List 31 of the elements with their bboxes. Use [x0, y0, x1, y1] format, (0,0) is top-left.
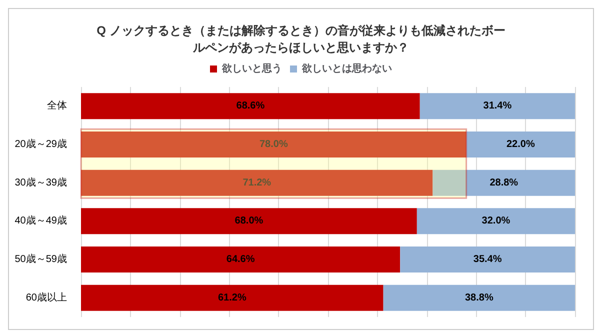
y-tick-label: 30歳～39歳	[14, 176, 67, 188]
bar	[400, 246, 575, 272]
data-label: 35.4%	[473, 254, 502, 265]
data-label: 71.2%	[242, 177, 272, 188]
bar	[466, 132, 575, 158]
bar	[81, 246, 400, 272]
bar	[420, 93, 575, 120]
data-label: 78.0%	[259, 139, 288, 150]
y-tick-label: 20歳～29歳	[14, 138, 67, 150]
data-label: 32.0%	[482, 216, 510, 227]
bar	[416, 208, 575, 234]
data-label: 68.6%	[236, 100, 265, 112]
legend-label: 欲しいと思う	[221, 62, 282, 74]
bar	[81, 284, 384, 311]
bar	[81, 93, 420, 120]
bar	[81, 208, 417, 234]
data-label: 38.8%	[464, 292, 494, 304]
y-tick-label: 全体	[47, 100, 67, 112]
data-label: 22.0%	[506, 139, 535, 150]
legend-label: 欲しいとは思わない	[301, 62, 392, 74]
y-tick-label: 50歳～59歳	[14, 253, 67, 265]
data-label: 68.0%	[234, 216, 264, 227]
bar	[383, 284, 575, 311]
data-label: 28.8%	[490, 177, 518, 188]
y-tick-label: 40歳～49歳	[14, 214, 67, 227]
chart-title: Q ノックするとき（または解除するとき）の音が従来よりも低減されたボールペンがあったらほしいと思いますか？	[96, 24, 506, 54]
y-tick-label: 60歳以上	[26, 291, 67, 304]
data-label: 61.2%	[218, 292, 246, 304]
data-label: 31.4%	[483, 100, 512, 112]
bar	[432, 170, 575, 196]
data-label: 64.6%	[226, 254, 255, 265]
